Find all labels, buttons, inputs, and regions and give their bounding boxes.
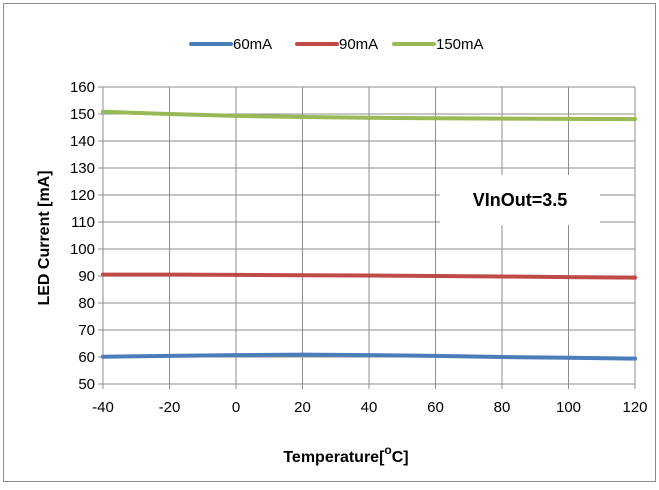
y-tick-label: 120: [70, 187, 95, 204]
annotation-text: VInOut=3.5: [473, 190, 568, 210]
data-point-60mA: [234, 353, 238, 357]
annotation-box: VInOut=3.5: [440, 175, 600, 225]
data-point-60mA: [567, 356, 571, 360]
data-point-60mA: [301, 353, 305, 357]
data-point-60mA: [633, 357, 637, 361]
legend-label-90mA: 90mA: [339, 36, 378, 53]
y-tick-label: 60: [78, 349, 95, 366]
data-point-90mA: [633, 276, 637, 280]
y-tick-label: 70: [78, 322, 95, 339]
data-point-150mA: [434, 116, 438, 120]
x-tick-label: 100: [556, 399, 581, 416]
data-point-90mA: [234, 273, 238, 277]
data-point-150mA: [101, 110, 105, 114]
data-point-150mA: [301, 115, 305, 119]
data-point-90mA: [367, 273, 371, 277]
y-tick-label: 160: [70, 79, 95, 96]
data-point-90mA: [101, 273, 105, 277]
y-tick-label: 100: [70, 241, 95, 258]
x-tick-label: 120: [622, 399, 647, 416]
x-tick-label: 20: [294, 399, 311, 416]
y-tick-label: 130: [70, 160, 95, 177]
data-point-150mA: [567, 117, 571, 121]
legend-label-60mA: 60mA: [233, 36, 272, 53]
y-axis-label: LED Current [mA]: [36, 170, 53, 305]
data-point-60mA: [367, 353, 371, 357]
data-point-60mA: [101, 355, 105, 359]
data-point-150mA: [367, 116, 371, 120]
legend-label-150mA: 150mA: [436, 36, 484, 53]
data-point-150mA: [500, 117, 504, 121]
data-point-60mA: [434, 354, 438, 358]
data-point-150mA: [168, 112, 172, 116]
data-point-90mA: [301, 273, 305, 277]
x-tick-label: 40: [361, 399, 378, 416]
x-axis-label-main: Temperature[: [283, 449, 385, 466]
x-tick-label: 0: [232, 399, 240, 416]
y-tick-label: 90: [78, 268, 95, 285]
x-tick-label: -40: [92, 399, 114, 416]
x-axis-label-unit: C]: [392, 449, 409, 466]
data-point-150mA: [633, 117, 637, 121]
x-tick-label: 60: [427, 399, 444, 416]
y-tick-label: 150: [70, 106, 95, 123]
data-point-60mA: [500, 355, 504, 359]
x-axis-label-superscript: o: [384, 443, 391, 457]
x-tick-label: 80: [494, 399, 511, 416]
data-point-60mA: [168, 354, 172, 358]
data-point-90mA: [168, 273, 172, 277]
y-tick-label: 80: [78, 295, 95, 312]
data-point-150mA: [234, 114, 238, 118]
data-point-90mA: [567, 275, 571, 279]
x-tick-label: -20: [159, 399, 181, 416]
y-tick-label: 50: [78, 376, 95, 393]
data-point-90mA: [500, 275, 504, 279]
y-tick-label: 110: [71, 214, 95, 231]
y-tick-label: 140: [70, 133, 95, 150]
data-point-90mA: [434, 274, 438, 278]
